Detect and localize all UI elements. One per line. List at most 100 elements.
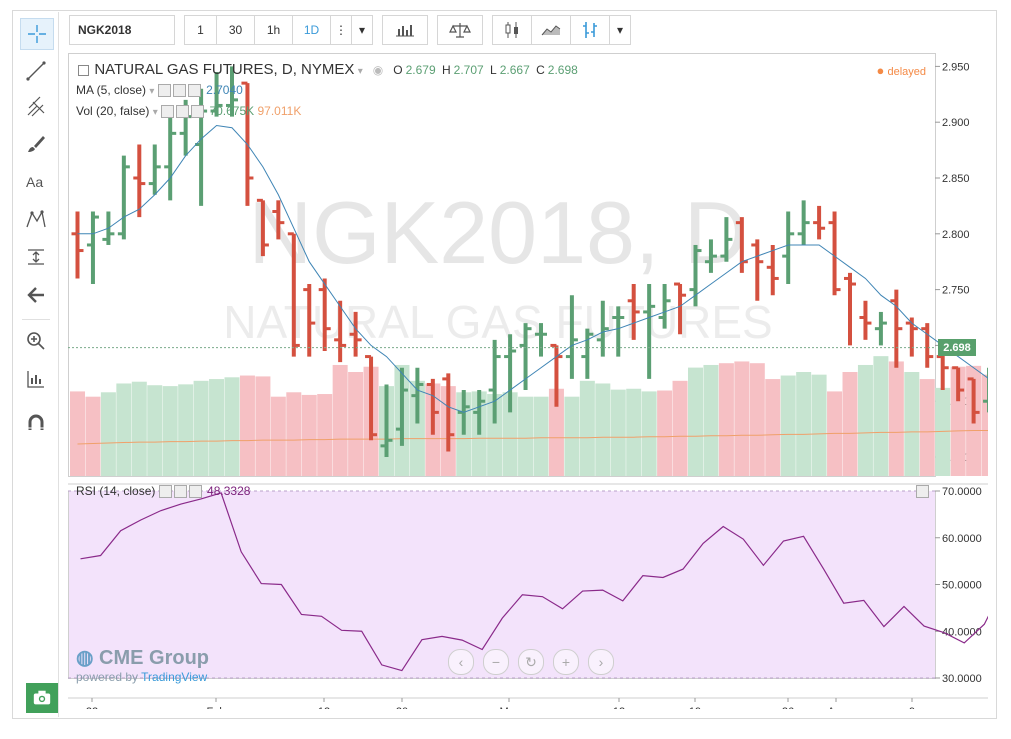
ma-menu-icon[interactable]: ▾ [149,86,155,97]
volume-bar [564,396,580,476]
text-tool-icon[interactable]: Aa [20,167,52,197]
crosshair-icon[interactable] [20,18,54,50]
vol-settings-icon[interactable] [176,105,190,119]
ohlc-bar [86,211,99,285]
interval-1h[interactable]: 1h [254,15,293,45]
rsi-settings-icon[interactable] [173,485,187,499]
ohlc-bar [751,239,764,301]
ma-settings-icon[interactable] [172,84,186,98]
vol-menu-icon[interactable]: ▾ [152,107,158,118]
volume-bar [178,384,194,476]
ohlc-bar [689,244,702,307]
volume-bar [518,396,534,476]
ohlc-bar [334,300,347,363]
rsi-close-icon[interactable] [188,485,202,499]
compare-icon[interactable] [437,15,483,45]
rsi-tick-label: 60.0000 [942,533,982,545]
pattern-icon[interactable] [20,204,52,234]
symbol-input[interactable]: NGK2018 [69,15,175,45]
volume-bar [147,385,163,476]
time-tick-label: 22 [86,706,98,709]
volume-bar [718,363,734,476]
scroll-left-icon[interactable]: ‹ [448,649,474,675]
chevron-down-icon[interactable]: ▾ [351,15,373,45]
ma-legend: MA (5, close) ▾ 2.7040 [76,83,243,98]
tradingview-link[interactable]: TradingView [141,670,208,684]
measure-icon[interactable] [20,242,52,272]
indicators-icon[interactable] [382,15,428,45]
reset-icon[interactable]: ↻ [518,649,544,675]
l-label: L [490,63,497,77]
ma-value: 2.7040 [206,83,243,97]
series-title: NATURAL GAS FUTURES, D, NYMEX [94,61,355,78]
ohlc-bar [627,284,640,340]
volume-bar [348,372,364,476]
scroll-right-icon[interactable]: › [588,649,614,675]
eye-icon[interactable]: ◉ [372,63,384,77]
rsi-value: 48.3328 [207,484,251,498]
ma-close-icon[interactable] [187,84,201,98]
back-arrow-icon[interactable] [20,280,52,310]
volume-bar [548,388,564,476]
candles-icon[interactable] [492,15,532,45]
zoom-in-icon[interactable] [20,326,52,356]
zoom-out-icon[interactable]: − [483,649,509,675]
vol-legend: Vol (20, false) ▾ 70.675K 97.011K [76,104,301,119]
magnet-icon[interactable] [20,408,52,438]
ohlc-bar [256,198,269,257]
ohlc-bar [550,343,563,407]
rsi-maximize-icon[interactable] [916,484,931,499]
main-legend: NATURAL GAS FUTURES, D, NYMEX ▾ ◉ O 2.679… [78,61,581,78]
ohlc-bar [813,205,826,240]
area-chart-icon[interactable] [531,15,571,45]
h-label: H [442,63,451,77]
interval-1d[interactable]: 1D [292,15,331,45]
vol-label: Vol (20, false) [76,104,150,118]
price-tick-label: 2.750 [942,285,970,297]
ohlc-bar [643,284,656,379]
collapse-legend-icon[interactable] [78,65,89,77]
vol-eye-icon[interactable] [161,105,175,119]
rsi-band [69,491,935,678]
ma-label: MA (5, close) [76,83,147,97]
volume-bar [703,364,719,476]
rsi-eye-icon[interactable] [158,485,172,499]
ohlc-bar [272,200,285,240]
bars-icon[interactable] [570,15,610,45]
volume-bar [255,376,271,476]
volume-bar [796,372,812,476]
volume-bar [765,379,781,476]
vol-close-icon[interactable] [191,105,205,119]
ohlc-bar [226,66,238,117]
pitchfork-icon[interactable] [20,92,52,122]
top-toolbar: NGK2018 1 30 1h 1D ⋮ ▾ ▾ [69,15,631,45]
volume-bar [919,379,935,476]
interval-1[interactable]: 1 [184,15,217,45]
ohlc-bar [287,232,300,357]
volume-bar [487,394,503,476]
chart-type-chevron-icon[interactable]: ▾ [609,15,631,45]
brush-icon[interactable] [20,129,52,159]
rsi-line [80,492,988,672]
volume-bar [981,374,988,476]
chart-area[interactable]: 2.9502.9002.8502.8002.7502.7002.6502.600… [68,53,988,709]
ma-eye-icon[interactable] [157,84,171,98]
interval-30[interactable]: 30 [216,15,255,45]
trendline-icon[interactable] [20,56,52,86]
zoom-in-nav-icon[interactable]: + [553,649,579,675]
globe-icon: ◍ [76,647,94,669]
volume-bar [579,380,595,476]
camera-icon[interactable] [26,683,58,713]
series-menu-icon[interactable]: ▾ [357,66,363,77]
ohlc-bar [658,284,671,329]
ohlc-bar [395,367,408,446]
ohlc-bar [380,384,393,458]
more-intervals-icon[interactable]: ⋮ [330,15,352,45]
study-templates-icon[interactable] [20,364,52,394]
c-label: C [536,63,545,77]
volume-bar [857,364,873,476]
ohlc-bar [473,390,486,435]
volume-bar [595,383,611,476]
ohlc-bar [426,378,439,435]
o-label: O [393,63,403,77]
